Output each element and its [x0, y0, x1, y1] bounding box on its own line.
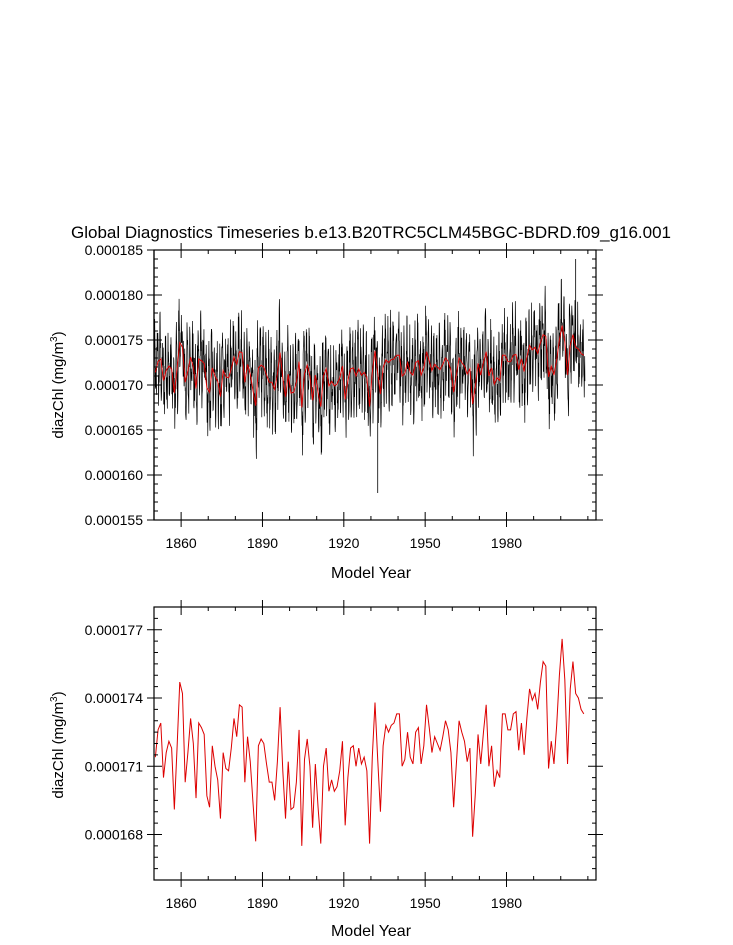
bottom-x-tick-label: 1920 [328, 895, 359, 911]
chart-title: Global Diagnostics Timeseries b.e13.B20T… [71, 223, 671, 242]
bottom-x-tick-label: 1950 [410, 895, 441, 911]
top-y-tick-label: 0.000160 [85, 467, 144, 483]
top-x-tick-label: 1890 [247, 535, 278, 551]
bottom-x-tick-label: 1890 [247, 895, 278, 911]
bottom-y-tick-label: 0.000177 [85, 622, 144, 638]
top-plot-frame [153, 249, 597, 521]
bottom-x-tick-label: 1980 [491, 895, 522, 911]
top-panel: 1860 1890 1920 1950 1980 0.000155 0.000160 0.00… [49, 242, 603, 582]
top-annual-mean-line [154, 325, 585, 408]
top-y-tick-label: 0.000175 [85, 332, 144, 348]
bottom-y-tick-label: 0.000171 [85, 758, 144, 774]
bottom-panel: 1860 1890 1920 1950 1980 0.000168 0.000171 0.00… [49, 600, 603, 940]
top-y-tick-label: 0.000155 [85, 512, 144, 528]
bottom-x-tick-label: 1860 [166, 895, 197, 911]
bottom-y-axis-label: diazChl (mg/m3) [49, 691, 67, 798]
top-x-axis-label: Model Year [331, 565, 412, 582]
monthly-series-line [154, 278, 586, 459]
top-y-tick-label: 0.000180 [85, 287, 144, 303]
bottom-plot-frame [153, 606, 597, 881]
bottom-annual-mean-line [154, 638, 585, 846]
top-x-tick-label: 1920 [328, 535, 359, 551]
top-x-tick-label: 1980 [491, 535, 522, 551]
bottom-y-tick-label: 0.000168 [85, 827, 144, 843]
top-y-tick-label: 0.000165 [85, 422, 144, 438]
top-y-axis-label: diazChl (mg/m3) [49, 331, 67, 438]
top-x-tick-label: 1950 [410, 535, 441, 551]
bottom-y-tick-label: 0.000174 [85, 690, 144, 706]
top-x-tick-label: 1860 [166, 535, 197, 551]
top-y-tick-label: 0.000170 [85, 377, 144, 393]
bottom-x-axis-label: Model Year [331, 923, 412, 940]
top-y-tick-label: 0.000185 [85, 242, 144, 258]
